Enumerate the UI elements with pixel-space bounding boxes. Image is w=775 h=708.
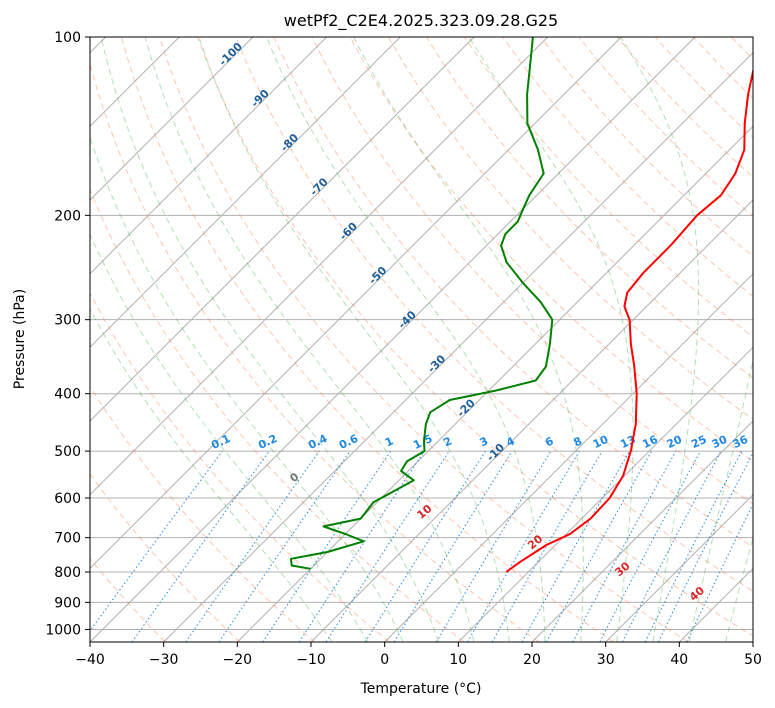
y-tick-label: 600 <box>54 491 81 507</box>
mixing-ratio-label: 30 <box>710 433 730 451</box>
axes: −40 −30 −20 −10 0 10 20 30 40 50 100 200 300 400 500 60… <box>45 30 762 668</box>
mixing-ratio-line <box>131 450 270 642</box>
dry-adiabat-line <box>120 37 614 642</box>
moist-adiabat-line <box>90 233 369 642</box>
isotherm-line <box>605 493 753 642</box>
isotherm-line <box>90 37 696 642</box>
y-tick-label: 100 <box>54 30 81 46</box>
moist-adiabat-line <box>353 37 584 642</box>
x-tick-label: −30 <box>149 652 179 668</box>
isotherm-line <box>531 420 753 642</box>
mixing-ratio-line <box>325 450 450 642</box>
y-tick-label: 800 <box>54 565 81 581</box>
isotherm-line <box>90 37 475 422</box>
x-tick-label: 30 <box>597 652 615 668</box>
dry-adiabat-line <box>349 37 753 462</box>
moist-adiabat-line <box>90 135 404 642</box>
x-tick-label: −10 <box>296 652 326 668</box>
mixing-ratio-label: 20 <box>665 433 685 451</box>
dry-adiabat-line <box>235 37 753 592</box>
isotherm-line <box>236 125 753 642</box>
dry-adiabat-line <box>464 37 753 338</box>
dry-adiabat-line <box>90 62 540 642</box>
isotherm-line <box>90 37 549 496</box>
mixing-ratio-line <box>393 450 513 642</box>
mixing-ratio-line <box>521 450 630 642</box>
dry-adiabat-line <box>159 37 689 642</box>
y-tick-label: 1000 <box>45 622 81 638</box>
x-tick-label: 40 <box>670 652 688 668</box>
y-tick-label: 300 <box>54 313 81 329</box>
mixing-ratio-line <box>298 450 425 642</box>
y-tick-label: 700 <box>54 531 81 547</box>
y-tick-label: 900 <box>54 595 81 611</box>
dry-adiabat-line <box>90 385 316 642</box>
moist-adiabat-line <box>144 37 475 642</box>
isotherm-line <box>90 37 401 349</box>
moist-adiabat-line <box>198 37 510 642</box>
isotherm-line <box>384 272 753 642</box>
dry-adiabat-line <box>273 37 753 548</box>
dry-adiabat-line <box>90 292 390 642</box>
isotherm-line <box>90 37 622 570</box>
x-tick-label: 20 <box>523 652 541 668</box>
mixing-ratio-line <box>644 450 743 642</box>
x-tick-label: −40 <box>75 652 105 668</box>
moist-adiabat-line <box>725 536 753 642</box>
mixing-ratio-label: 16 <box>640 433 660 451</box>
moist-adiabat-line <box>688 358 753 642</box>
moist-adiabat-line <box>266 37 546 642</box>
background-reference-lines <box>90 37 753 642</box>
plot-frame <box>89 36 754 643</box>
dry-adiabat-line <box>387 37 753 420</box>
x-tick-label: 10 <box>449 652 467 668</box>
sounding-profiles <box>290 37 753 573</box>
isotherm-line <box>90 37 328 275</box>
dry-adiabat-line <box>90 473 241 642</box>
mixing-ratio-line <box>572 450 677 642</box>
mixing-ratio-line <box>545 450 653 642</box>
chart-title: wetPf2_C2E4.2025.323.09.28.G25 <box>284 11 558 31</box>
mixing-ratio-label: 36 <box>731 433 751 451</box>
dry-adiabat-line <box>502 37 753 298</box>
isotherm-line <box>90 37 254 201</box>
x-tick-label: −20 <box>223 652 253 668</box>
dewpoint-profile-line <box>290 37 554 570</box>
dry-adiabat-line <box>197 37 753 637</box>
dry-adiabat-line <box>311 37 753 505</box>
dry-adiabat-line <box>425 37 753 379</box>
x-tick-label: 50 <box>744 652 762 668</box>
temperature-profile-line <box>505 66 753 573</box>
mixing-ratio-label: 25 <box>689 433 708 451</box>
dry-adiabat-line <box>90 188 465 642</box>
isotherm-line <box>310 199 753 642</box>
mixing-ratio-line <box>657 451 753 642</box>
mixing-ratio-line <box>185 450 320 642</box>
y-tick-label: 200 <box>54 208 81 224</box>
y-axis-label: Pressure (hPa) <box>12 289 28 389</box>
moist-adiabat-line <box>620 37 700 642</box>
y-tick-label: 500 <box>54 444 81 460</box>
x-axis-label: Temperature (°C) <box>360 681 482 697</box>
moist-adiabat-line <box>100 37 439 642</box>
mixing-ratio-line <box>90 450 223 632</box>
mixing-ratio-label: 10 <box>591 433 611 451</box>
mixing-ratio-line <box>218 450 351 642</box>
isotherm-line <box>163 51 753 642</box>
y-tick-label: 400 <box>54 387 81 403</box>
isotherm-line <box>457 346 753 642</box>
x-tick-label: 0 <box>380 652 389 668</box>
mixing-ratio-line <box>262 450 392 642</box>
moist-adiabat-line <box>90 308 333 642</box>
